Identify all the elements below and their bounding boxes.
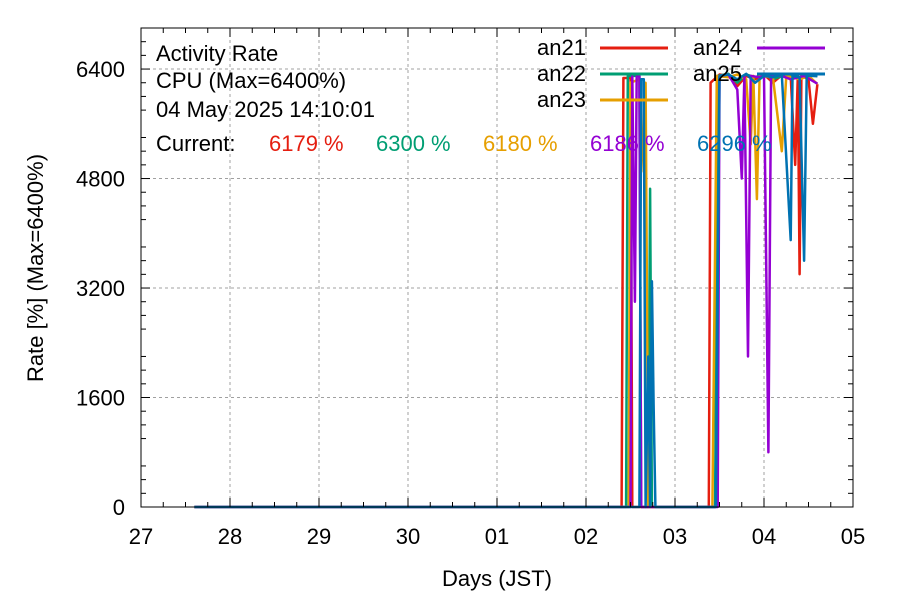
x-tick-label: 30 [396,524,420,549]
axis-ticks [140,28,854,508]
series-line-an23 [194,73,819,509]
x-tick-label: 03 [663,524,687,549]
chart-timestamp: 04 May 2025 14:10:01 [156,97,375,122]
current-label: Current: [156,131,235,156]
current-value-an22: 6300 % [376,131,451,156]
chart-subtitle: CPU (Max=6400%) [156,68,346,93]
x-tick-label: 29 [307,524,331,549]
y-axis-label: Rate [%] (Max=6400%) [23,154,48,382]
x-tick-label: 01 [485,524,509,549]
y-tick-label: 1600 [76,386,125,411]
chart-title: Activity Rate [156,41,278,66]
current-value-an25: 6296 % [697,131,772,156]
series-line-an25 [194,72,818,509]
x-tick-label: 28 [218,524,242,549]
y-tick-label: 6400 [76,57,125,82]
current-value-an21: 6179 % [269,131,344,156]
x-tick-label: 02 [574,524,598,549]
tick-labels: 27 28 29 30 01 02 03 04 05 0 1600 3200 4800 6400 [76,57,865,549]
y-tick-label: 0 [113,495,125,520]
x-tick-label: 04 [752,524,776,549]
legend-label-an25: an25 [693,61,742,86]
current-value-an23: 6180 % [483,131,558,156]
y-tick-label: 3200 [76,276,125,301]
legend: an21 an22 an23 an24 an25 [537,35,825,112]
legend-label-an22: an22 [537,61,586,86]
x-tick-label: 27 [129,524,153,549]
y-tick-label: 4800 [76,167,125,192]
x-axis-label: Days (JST) [442,566,552,591]
legend-label-an24: an24 [693,35,742,60]
legend-label-an21: an21 [537,35,586,60]
legend-label-an23: an23 [537,87,586,112]
x-tick-label: 05 [841,524,865,549]
current-value-an24: 6186 % [590,131,665,156]
